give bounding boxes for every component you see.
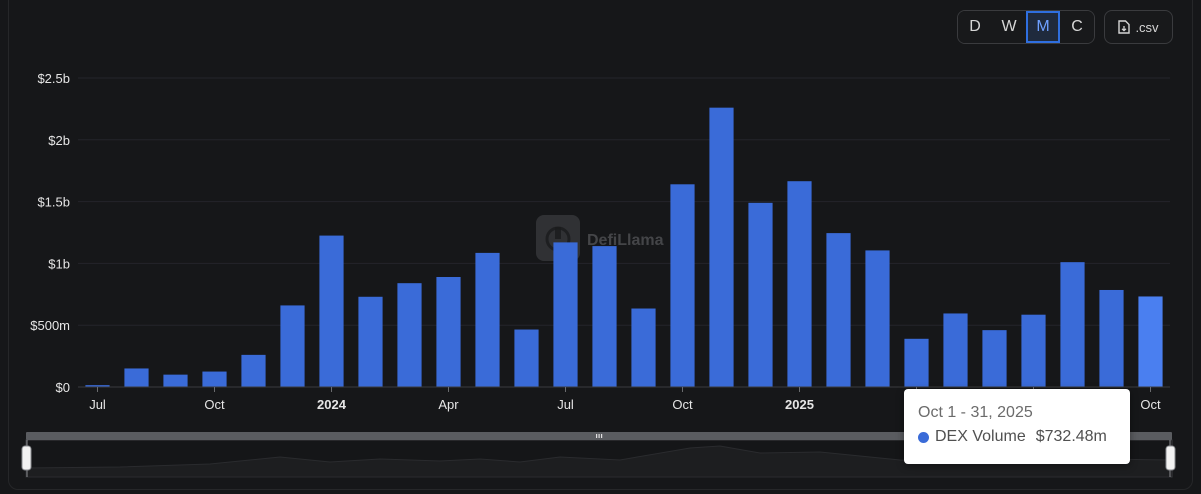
watermark-text: DefiLlama <box>587 232 664 249</box>
bar-dec-2023[interactable] <box>280 305 305 387</box>
x-tick-label: Oct <box>204 397 225 412</box>
csv-download-button[interactable]: .csv <box>1104 10 1173 44</box>
x-tick-label: Jul <box>89 397 106 412</box>
bar-oct-2023[interactable] <box>202 371 227 387</box>
y-tick-label: $1b <box>48 256 70 271</box>
bar-dec-2024[interactable] <box>748 202 773 387</box>
bar-jul-2024[interactable] <box>553 242 578 387</box>
bar-aug-2024[interactable] <box>592 246 617 387</box>
granularity-daily-button[interactable]: D <box>958 11 992 43</box>
grid-lines <box>78 77 1170 326</box>
tooltip-series-row: DEX Volume $732.48m <box>918 428 1116 446</box>
bar-mar-2024[interactable] <box>397 283 422 387</box>
chart-tooltip: Oct 1 - 31, 2025 DEX Volume $732.48m <box>904 389 1130 464</box>
x-tick-label: 2024 <box>317 397 347 412</box>
slider-left-handle[interactable] <box>21 440 32 477</box>
x-tick-label: Oct <box>672 397 693 412</box>
bar-nov-2023[interactable] <box>241 354 266 387</box>
bar-aug-2023[interactable] <box>124 368 149 387</box>
y-tick-label: $1.5b <box>37 195 70 210</box>
bar-jan-2025[interactable] <box>787 181 812 387</box>
tooltip-series-value: $732.48m <box>1035 428 1107 445</box>
bar-jan-2024[interactable] <box>319 235 344 387</box>
bars <box>85 107 1163 387</box>
x-tick-label: Apr <box>438 397 459 412</box>
x-tick-label: Jul <box>557 397 574 412</box>
y-axis-ticks: $0 $500m $1b $1.5b $2b $2.5b <box>30 71 70 395</box>
bar-jun-2024[interactable] <box>514 329 539 387</box>
file-download-icon <box>1118 20 1131 34</box>
bar-jul-2023[interactable] <box>85 385 110 387</box>
y-tick-label: $0 <box>56 380 70 395</box>
bar-apr-2024[interactable] <box>436 276 461 387</box>
bar-nov-2024[interactable] <box>709 107 734 387</box>
granularity-cumulative-button[interactable]: C <box>1060 11 1094 43</box>
tooltip-series-name: DEX Volume <box>935 428 1026 445</box>
granularity-weekly-button[interactable]: W <box>992 11 1026 43</box>
bar-oct-2024[interactable] <box>670 184 695 387</box>
bar-jun-2025[interactable] <box>982 330 1007 387</box>
bar-feb-2024[interactable] <box>358 296 383 387</box>
bar-apr-2025[interactable] <box>904 338 929 387</box>
y-tick-label: $2.5b <box>37 71 70 86</box>
x-tick-label: Oct <box>1140 397 1161 412</box>
tooltip-date: Oct 1 - 31, 2025 <box>918 404 1033 421</box>
bar-feb-2025[interactable] <box>826 233 851 387</box>
bar-sep-2025[interactable] <box>1099 289 1124 387</box>
granularity-toggle: D W M C <box>957 10 1095 44</box>
slider-right-handle[interactable] <box>1165 440 1176 477</box>
bar-aug-2025[interactable] <box>1060 262 1085 387</box>
bar-oct-2025[interactable] <box>1138 296 1163 387</box>
bar-mar-2025[interactable] <box>865 250 890 387</box>
y-tick-label: $2b <box>48 133 70 148</box>
bar-may-2025[interactable] <box>943 313 968 387</box>
x-tick-label: 2025 <box>785 397 814 412</box>
bar-jul-2025[interactable] <box>1021 314 1046 387</box>
bar-may-2024[interactable] <box>475 252 500 387</box>
bar-sep-2023[interactable] <box>163 374 188 387</box>
slider-grip-icon[interactable] <box>596 434 603 438</box>
granularity-monthly-button[interactable]: M <box>1026 11 1060 43</box>
csv-download-label: .csv <box>1135 19 1159 35</box>
bar-sep-2024[interactable] <box>631 308 656 387</box>
y-tick-label: $500m <box>30 318 70 333</box>
tooltip-series-dot <box>918 431 929 443</box>
